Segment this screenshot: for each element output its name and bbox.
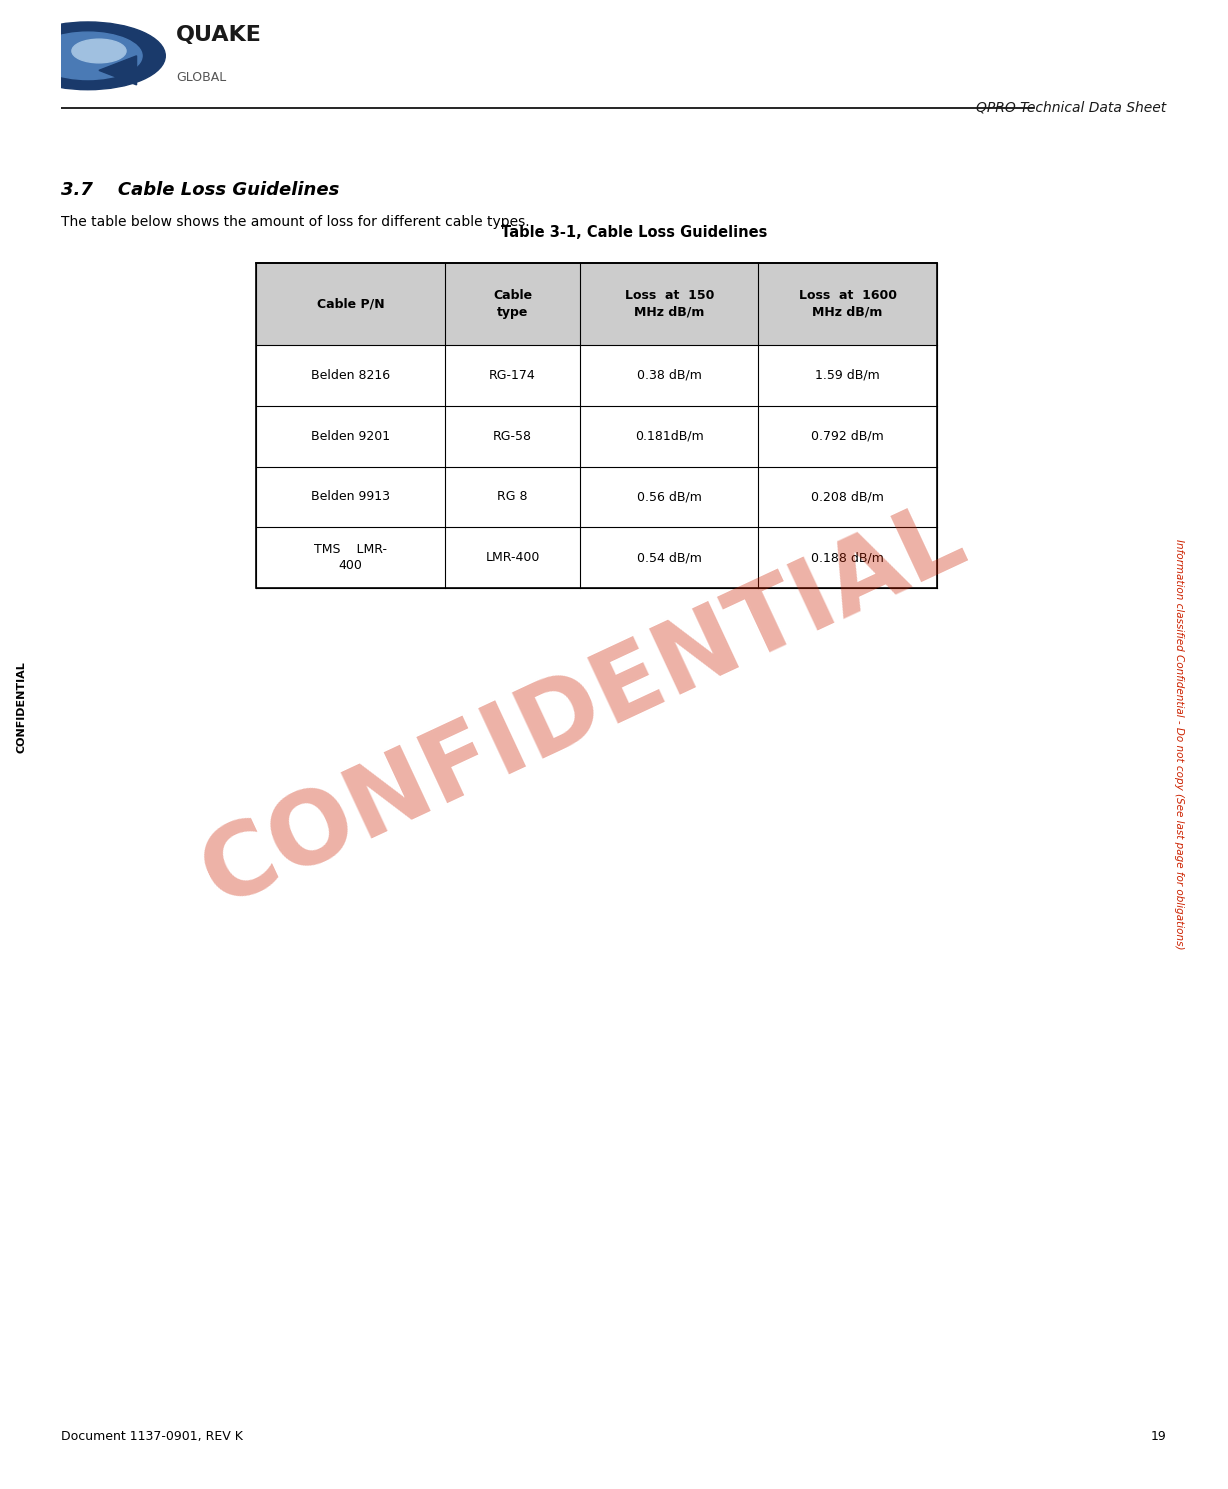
Text: RG-58: RG-58: [494, 430, 532, 442]
Text: The table below shows the amount of loss for different cable types.: The table below shows the amount of loss…: [61, 214, 530, 229]
Text: Belden 8216: Belden 8216: [311, 369, 391, 383]
FancyBboxPatch shape: [255, 262, 937, 345]
Circle shape: [11, 22, 166, 89]
Circle shape: [34, 33, 142, 79]
Text: Cable
type: Cable type: [492, 289, 532, 319]
Text: QPRO Technical Data Sheet: QPRO Technical Data Sheet: [976, 101, 1167, 115]
Text: Document 1137-0901, REV K: Document 1137-0901, REV K: [61, 1431, 243, 1443]
Text: LMR-400: LMR-400: [485, 551, 540, 564]
Text: RG-174: RG-174: [489, 369, 535, 383]
Text: Belden 9201: Belden 9201: [311, 430, 391, 442]
Text: 19: 19: [1151, 1431, 1167, 1443]
Text: Table 3-1, Cable Loss Guidelines: Table 3-1, Cable Loss Guidelines: [501, 225, 768, 240]
Text: Belden 9913: Belden 9913: [311, 490, 391, 503]
Text: 0.792 dB/m: 0.792 dB/m: [812, 430, 884, 442]
Text: Loss  at  1600
MHz dB/m: Loss at 1600 MHz dB/m: [798, 289, 896, 319]
Text: 0.56 dB/m: 0.56 dB/m: [637, 490, 701, 503]
Text: Information classified Confidential - Do not copy (See last page for obligations: Information classified Confidential - Do…: [1174, 539, 1184, 950]
Circle shape: [72, 39, 126, 63]
Text: 0.54 dB/m: 0.54 dB/m: [637, 551, 701, 564]
Polygon shape: [99, 55, 136, 85]
Text: 0.181dB/m: 0.181dB/m: [635, 430, 704, 442]
Text: 3.7    Cable Loss Guidelines: 3.7 Cable Loss Guidelines: [61, 180, 340, 198]
Text: CONFIDENTIAL: CONFIDENTIAL: [16, 661, 27, 753]
Text: 1.59 dB/m: 1.59 dB/m: [815, 369, 880, 383]
Text: 0.208 dB/m: 0.208 dB/m: [812, 490, 884, 503]
Text: 0.188 dB/m: 0.188 dB/m: [812, 551, 884, 564]
Text: 0.38 dB/m: 0.38 dB/m: [637, 369, 701, 383]
Text: TMS    LMR-
400: TMS LMR- 400: [314, 543, 387, 572]
Text: CONFIDENTIAL: CONFIDENTIAL: [188, 488, 979, 926]
Text: RG 8: RG 8: [497, 490, 528, 503]
Text: QUAKE: QUAKE: [177, 24, 263, 45]
Text: Cable P/N: Cable P/N: [317, 298, 384, 310]
Text: GLOBAL: GLOBAL: [177, 70, 227, 83]
Text: Loss  at  150
MHz dB/m: Loss at 150 MHz dB/m: [625, 289, 713, 319]
